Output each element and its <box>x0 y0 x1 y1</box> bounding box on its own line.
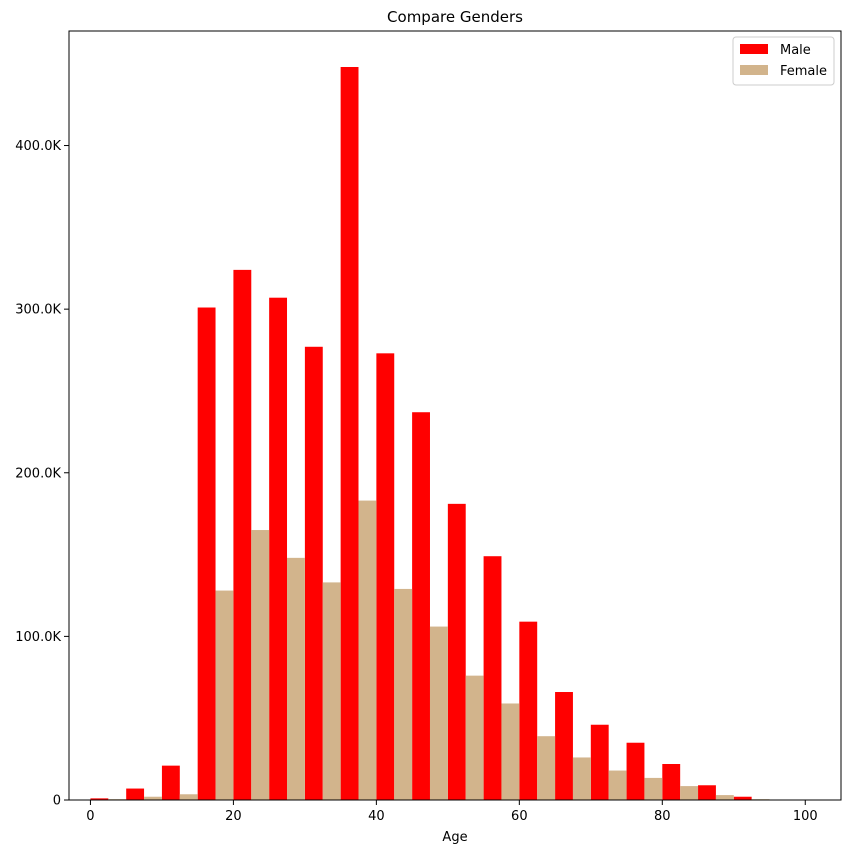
bar-female-20 <box>251 530 270 800</box>
bar-male-80 <box>662 764 681 800</box>
bar-female-85 <box>715 795 734 800</box>
bar-female-15 <box>215 590 234 800</box>
bar-male-5 <box>126 788 145 800</box>
bar-female-75 <box>644 777 663 800</box>
plot-frame <box>68 30 842 801</box>
legend-label-male: Male <box>780 43 811 58</box>
bar-male-45 <box>412 412 430 800</box>
x-tick-label: 100 <box>793 809 818 824</box>
legend: Male Female <box>732 36 835 86</box>
y-tick-label: 400.0K <box>15 139 61 154</box>
bar-female-80 <box>680 786 699 800</box>
bar-female-40 <box>394 588 413 800</box>
x-tick-label: 20 <box>225 809 242 824</box>
bar-male-90 <box>733 796 752 800</box>
bar-male-10 <box>161 765 180 800</box>
x-tick-label: 80 <box>654 809 671 824</box>
bars-group <box>90 67 770 800</box>
bar-male-30 <box>304 346 323 800</box>
legend-swatch-female <box>740 65 768 75</box>
bar-female-70 <box>608 770 627 800</box>
y-tick-label: 100.0K <box>15 630 61 645</box>
bar-female-45 <box>429 626 448 800</box>
bar-female-60 <box>537 736 556 800</box>
bar-female-35 <box>358 500 377 800</box>
bar-male-55 <box>483 556 502 800</box>
bar-female-55 <box>501 703 520 800</box>
legend-swatch-male <box>740 44 768 54</box>
y-tick-label: 200.0K <box>15 466 61 481</box>
bar-male-75 <box>626 742 645 800</box>
x-tick-label: 60 <box>511 809 528 824</box>
bar-female-25 <box>287 557 305 800</box>
bar-male-15 <box>197 307 216 800</box>
y-tick-label: 300.0K <box>15 303 61 318</box>
bar-male-35 <box>340 67 359 800</box>
bar-male-20 <box>233 269 252 800</box>
bar-male-50 <box>447 503 466 800</box>
bar-male-0 <box>90 798 109 800</box>
axes-group: 0 20 40 60 80 100 0 100.0K 200.0K 300.0K 400.0K <box>15 30 842 824</box>
bar-male-65 <box>555 692 573 800</box>
bar-male-85 <box>698 785 716 800</box>
x-axis-title: Age <box>442 830 467 845</box>
bar-female-50 <box>465 675 484 800</box>
y-tick-label: 0 <box>53 794 61 809</box>
bar-female-65 <box>572 757 591 800</box>
x-tick-label: 40 <box>368 809 385 824</box>
chart-title: Compare Genders <box>387 8 523 26</box>
bar-male-70 <box>590 724 609 800</box>
legend-label-female: Female <box>780 64 827 79</box>
bar-male-25 <box>269 297 288 800</box>
bar-female-5 <box>144 796 162 800</box>
x-tick-label: 0 <box>86 809 94 824</box>
bar-female-30 <box>322 582 341 800</box>
bar-female-10 <box>179 794 198 800</box>
bar-male-60 <box>519 621 538 800</box>
bar-male-40 <box>376 353 395 800</box>
